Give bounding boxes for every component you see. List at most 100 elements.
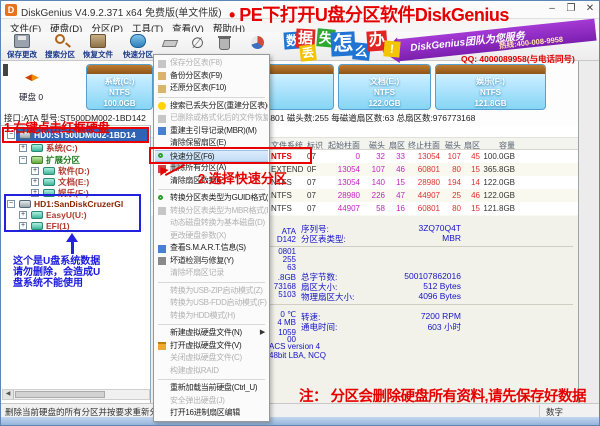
table-cell: 07 — [307, 191, 316, 200]
tree-item-HD0:ST500DM002-1BD14[interactable]: − HD0:ST500DM002-1BD14 — [1, 129, 151, 143]
tree-item-娱乐(F:)[interactable]: + 娱乐(F:) — [1, 188, 151, 200]
partition-bar-文档(E:)[interactable]: 文档(E:) NTFS 122.0GB — [338, 64, 431, 110]
horizontal-scrollbar[interactable]: ◀ — [2, 389, 150, 400]
status-divider — [539, 405, 540, 417]
tree-selection — [16, 129, 148, 143]
menubar-item-1[interactable]: 文件(F) — [10, 24, 42, 35]
scroll-thumb[interactable] — [15, 391, 105, 398]
toolbar-button-2[interactable]: 搜索分区 — [41, 32, 79, 61]
maximize-button[interactable]: ❐ — [566, 3, 576, 14]
menubar-item-3[interactable]: 分区(P) — [91, 24, 124, 35]
tree-item-系统(C:)[interactable]: + 系统(C:) — [1, 143, 151, 155]
save-icon — [14, 34, 30, 48]
table-cell: 13054 — [417, 152, 440, 161]
menu-item-打开16进制扇区编辑[interactable]: 打开16进制扇区编辑 — [170, 408, 240, 417]
menu-item-转换为USB-FDD启动模式(F)[interactable]: 转换为USB-FDD启动模式(F) — [170, 298, 267, 307]
table-row[interactable]: NTFS 07 13054 140 15 28980 194 14 122.0GB — [151, 176, 578, 189]
annotation-red-box-menu — [149, 147, 312, 164]
menu-item-转换分区表类型为MBR格式(B)[interactable]: 转换分区表类型为MBR格式(B) — [155, 205, 268, 218]
tree-expander-icon[interactable]: + — [31, 167, 39, 175]
table-row[interactable]: NTFS 07 44907 58 16 60801 80 15 121.8GB — [151, 202, 578, 215]
menu-item-快速分区(F6)[interactable]: 快速分区(F6) — [155, 149, 268, 162]
recover-icon — [90, 34, 106, 48]
tan-icon — [158, 84, 166, 93]
menu-item-保存分区表(F8)[interactable]: 保存分区表(F8) — [155, 57, 268, 70]
tree-item-EFI(1)[interactable]: + EFI(1) — [1, 221, 151, 233]
menu-item-重建主引导记录(MBR)(M)[interactable]: 重建主引导记录(MBR)(M) — [155, 125, 268, 138]
menu-item-构建虚拟RAID[interactable]: 构建虚拟RAID — [170, 365, 219, 375]
menu-item-删除所有分区(A)[interactable]: 删除所有分区(A) — [155, 162, 268, 175]
tree-expander-icon[interactable]: + — [19, 211, 27, 219]
erase-icon[interactable] — [161, 40, 179, 47]
menu-separator — [158, 379, 265, 380]
menu-item-搜索已丢失分区(重建分区表)(L)[interactable]: 搜索已丢失分区(重建分区表)(L) — [155, 100, 268, 113]
menubar-item-4[interactable]: 工具(T) — [132, 24, 164, 35]
tree-expander-icon[interactable]: − — [7, 131, 15, 139]
annotation-bottom-note: 注： 分区会删除硬盘所有资料,请先保存好数据 — [299, 389, 587, 405]
menu-item-打开虚拟硬盘文件(V)[interactable]: 打开虚拟硬盘文件(V) — [155, 340, 268, 353]
menu-item-转换为USB-ZIP启动模式(Z)[interactable]: 转换为USB-ZIP启动模式(Z) — [170, 285, 263, 295]
prev-disk-icon[interactable]: ◀ — [25, 72, 32, 82]
toolbar-button-3[interactable]: 恢复文件 — [79, 32, 117, 61]
menu-item-安全弹出硬盘(J)[interactable]: 安全弹出硬盘(J) — [170, 395, 225, 405]
tree-item-文档(E:)[interactable]: + 文档(E:) — [1, 177, 151, 189]
menu-item-转换分区表类型为GUID格式(P)[interactable]: 转换分区表类型为GUID格式(P) — [155, 192, 268, 205]
menu-item-坏道检测与修复(Y)[interactable]: 坏道检测与修复(Y) — [155, 255, 268, 268]
menu-item-还原分区表(F10)[interactable]: 还原分区表(F10) — [155, 82, 268, 95]
partition-bar-系统(C:)[interactable]: 系统(C:) NTFS 100.0GB — [86, 64, 153, 110]
menu-item-更改硬盘参数(X)[interactable]: 更改硬盘参数(X) — [170, 230, 226, 240]
submenu-arrow-icon: ▶ — [259, 329, 265, 336]
menu-item-已删除或格式化后的文件恢复(U)[interactable]: 已删除或格式化后的文件恢复(U) — [155, 112, 268, 125]
tree-item-软件(D:)[interactable]: + 软件(D:) — [1, 166, 151, 178]
greenring-icon — [158, 153, 163, 158]
menu-item-清除坏扇区记录[interactable]: 清除坏扇区记录 — [170, 268, 224, 277]
tree-expander-icon[interactable]: − — [19, 156, 27, 164]
detail-label: 分区表类型: — [301, 234, 346, 244]
disk-nav-arrows[interactable]: ◀▶ — [25, 72, 39, 83]
tree-expander-icon[interactable]: − — [7, 200, 15, 208]
menubar-item-2[interactable]: 硬盘(D) — [50, 24, 83, 35]
menu-item-关闭虚拟硬盘文件(C)[interactable]: 关闭虚拟硬盘文件(C) — [170, 353, 242, 362]
column-header-终止柱面: 终止柱面 — [408, 141, 440, 150]
table-row[interactable]: NTFS 07 28980 226 47 44907 25 46 122.0GB — [151, 189, 578, 202]
table-row[interactable]: EXTEND 0F 13054 107 46 60801 80 15 365.8GB — [151, 163, 578, 176]
column-header-起始柱面: 起始柱面 — [328, 141, 360, 150]
tree-expander-icon[interactable]: + — [31, 178, 39, 186]
tree-item-HD1:SanDiskCruzerGl[interactable]: − HD1:SanDiskCruzerGl — [1, 199, 151, 211]
scroll-left-icon[interactable]: ◀ — [3, 390, 14, 399]
next-disk-icon[interactable]: ▶ — [31, 72, 39, 82]
menu-item-重新加载当前硬盘(Ctrl_U)[interactable]: 重新加载当前硬盘(Ctrl_U) — [170, 383, 258, 392]
menu-item-清除保留扇区(E)[interactable]: 清除保留扇区(E) — [170, 138, 226, 147]
menubar-item-6[interactable]: 帮助(H) — [212, 24, 246, 35]
detail-fragment: 0 ℃ — [280, 310, 296, 319]
minimize-button[interactable]: – — [549, 3, 555, 14]
menu-item-备份分区表(F9)[interactable]: 备份分区表(F9) — [155, 70, 268, 83]
menu-item-查看S.M.A.R.T.信息(S)[interactable]: 查看S.M.A.R.T.信息(S) — [155, 242, 268, 255]
close-button[interactable]: ✕ — [585, 3, 595, 14]
tree-expander-icon[interactable]: + — [31, 189, 39, 197]
toolbar-button-4[interactable]: 快速分区 — [119, 32, 157, 61]
tree-expander-icon[interactable]: + — [19, 222, 27, 230]
partition-pie-icon[interactable] — [251, 36, 264, 49]
tree-item-EasyU(U:)[interactable]: + EasyU(U:) — [1, 210, 151, 222]
menu-item-新建虚拟硬盘文件(N)[interactable]: 新建虚拟硬盘文件(N) ▶ — [155, 327, 268, 340]
tree-item-label: EasyU(U:) — [46, 210, 87, 220]
table-cell: 0F — [307, 165, 317, 174]
detail-fragment: 255 — [282, 255, 296, 264]
annotation-blue-arrow — [71, 241, 74, 254]
menu-item-动态磁盘转换为基本磁盘(D)[interactable]: 动态磁盘转换为基本磁盘(D) — [170, 218, 265, 227]
menu-item-转换为HDD模式(H)[interactable]: 转换为HDD模式(H) — [170, 310, 236, 320]
clear-icon[interactable]: ∅ — [191, 35, 205, 52]
gray-icon — [158, 207, 166, 215]
toolbar-button-1[interactable]: 保存更改 — [3, 32, 41, 61]
tree-expander-icon[interactable]: + — [19, 144, 27, 152]
menu-item-清除扇区数据(E)[interactable]: 清除扇区数据(E) — [170, 175, 226, 185]
status-bar: 删除当前硬盘的所有分区并按要求重新分区 数字 — [1, 403, 599, 417]
tree-item-label: EFI(1) — [46, 221, 70, 231]
detail-fragment: 73168 — [273, 282, 296, 291]
tree-item-扩展分区[interactable]: − 扩展分区 — [1, 155, 151, 167]
menubar-item-5[interactable]: 查看(V) — [172, 24, 204, 35]
partition-bar-娱乐(F:)[interactable]: 娱乐(F:) NTFS 121.8GB — [435, 64, 546, 110]
delete-icon[interactable] — [218, 36, 231, 50]
table-cell: 58 — [376, 204, 385, 213]
